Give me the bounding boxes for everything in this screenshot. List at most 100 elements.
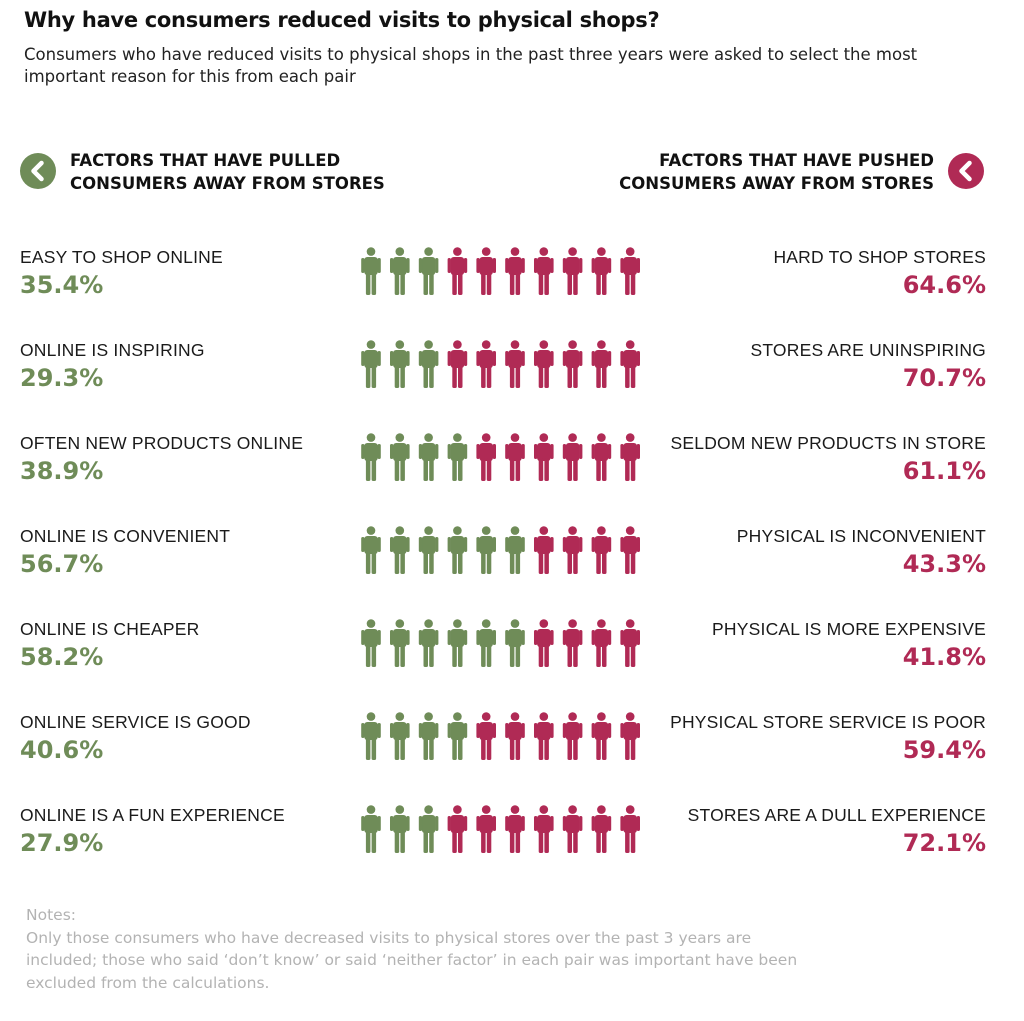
pictogram-row xyxy=(361,805,640,853)
push-factor-value: 64.6% xyxy=(902,271,986,299)
pull-person-icon xyxy=(447,433,468,481)
push-person-icon xyxy=(591,712,612,760)
chart-title: Why have consumers reduced visits to phy… xyxy=(24,8,660,32)
push-factor-label: PHYSICAL IS INCONVENIENT xyxy=(736,526,986,546)
pull-person-icon xyxy=(418,247,439,295)
push-person-icon xyxy=(505,340,525,388)
push-person-icon xyxy=(591,340,612,388)
pull-person-icon xyxy=(361,433,381,481)
pull-person-icon xyxy=(390,805,410,853)
push-person-icon xyxy=(562,340,583,388)
push-factor-label: PHYSICAL IS MORE EXPENSIVE xyxy=(712,619,986,639)
pull-person-icon xyxy=(447,712,468,760)
push-person-icon xyxy=(591,526,612,574)
notes-heading: Notes: xyxy=(26,906,76,924)
factor-row-5: ONLINE IS CHEAPER 58.2% PHYSICAL IS MORE… xyxy=(0,619,1024,689)
push-person-icon xyxy=(591,247,612,295)
pull-factor-label: ONLINE IS INSPIRING xyxy=(20,340,205,360)
pull-person-icon xyxy=(418,619,439,667)
factor-row-3: OFTEN NEW PRODUCTS ONLINE 38.9% SELDOM N… xyxy=(0,433,1024,503)
pull-person-icon xyxy=(418,712,439,760)
push-factors-header: FACTORS THAT HAVE PUSHED CONSUMERS AWAY … xyxy=(619,149,934,195)
pictogram-row xyxy=(361,619,640,667)
push-person-icon xyxy=(620,526,640,574)
push-person-icon xyxy=(505,247,525,295)
push-person-icon xyxy=(447,805,468,853)
push-person-icon xyxy=(620,619,640,667)
pull-person-icon xyxy=(447,526,468,574)
pull-header-line-2: CONSUMERS AWAY FROM STORES xyxy=(70,174,385,193)
pull-person-icon xyxy=(361,619,381,667)
push-person-icon xyxy=(534,619,554,667)
pull-factor-label: ONLINE IS CONVENIENT xyxy=(20,526,231,546)
push-factor-value: 41.8% xyxy=(902,643,986,671)
push-person-icon xyxy=(562,619,583,667)
push-person-icon xyxy=(534,433,554,481)
pull-person-icon xyxy=(418,526,439,574)
chart-subtitle: Consumers who have reduced visits to phy… xyxy=(24,45,918,86)
pull-person-icon xyxy=(447,619,468,667)
push-person-icon xyxy=(534,526,554,574)
push-person-icon xyxy=(591,805,612,853)
pull-factor-value: 40.6% xyxy=(20,736,104,764)
pull-person-icon xyxy=(390,712,410,760)
push-person-icon xyxy=(476,712,496,760)
pull-person-icon xyxy=(505,619,525,667)
pull-factor-label: ONLINE SERVICE IS GOOD xyxy=(20,712,251,732)
pull-person-icon xyxy=(418,340,439,388)
pull-person-icon xyxy=(361,712,381,760)
pictogram-row xyxy=(361,433,640,481)
push-factor-value: 59.4% xyxy=(902,736,986,764)
push-badge xyxy=(948,153,984,189)
push-person-icon xyxy=(620,805,640,853)
push-person-icon xyxy=(620,340,640,388)
push-person-icon xyxy=(620,247,640,295)
pull-person-icon xyxy=(505,526,525,574)
push-person-icon xyxy=(476,247,496,295)
push-person-icon xyxy=(534,247,554,295)
push-person-icon xyxy=(562,805,583,853)
push-badge-circle xyxy=(948,153,984,189)
push-factor-label: SELDOM NEW PRODUCTS IN STORE xyxy=(670,433,986,453)
pull-factors-header: FACTORS THAT HAVE PULLED CONSUMERS AWAY … xyxy=(70,149,385,195)
pull-person-icon xyxy=(390,247,410,295)
factor-row-2: ONLINE IS INSPIRING 29.3% STORES ARE UNI… xyxy=(0,340,1024,410)
pull-header-line-1: FACTORS THAT HAVE PULLED xyxy=(70,151,341,170)
push-person-icon xyxy=(505,805,525,853)
pull-person-icon xyxy=(361,526,381,574)
push-header-line-1: FACTORS THAT HAVE PUSHED xyxy=(659,151,934,170)
factor-row-7: ONLINE IS A FUN EXPERIENCE 27.9% STORES … xyxy=(0,805,1024,875)
push-person-icon xyxy=(534,340,554,388)
push-person-icon xyxy=(562,526,583,574)
push-person-icon xyxy=(476,433,496,481)
pull-person-icon xyxy=(476,526,496,574)
pull-factor-value: 27.9% xyxy=(20,829,104,857)
pull-person-icon xyxy=(390,340,410,388)
push-person-icon xyxy=(447,340,468,388)
push-person-icon xyxy=(505,433,525,481)
push-person-icon xyxy=(534,712,554,760)
pull-factor-label: EASY TO SHOP ONLINE xyxy=(20,247,223,267)
push-factor-label: HARD TO SHOP STORES xyxy=(773,247,986,267)
push-factor-label: STORES ARE UNINSPIRING xyxy=(750,340,986,360)
push-person-icon xyxy=(591,433,612,481)
pull-person-icon xyxy=(390,619,410,667)
pull-person-icon xyxy=(361,340,381,388)
push-person-icon xyxy=(562,712,583,760)
push-factor-label: PHYSICAL STORE SERVICE IS POOR xyxy=(670,712,986,732)
pull-person-icon xyxy=(418,433,439,481)
push-factor-value: 72.1% xyxy=(902,829,986,857)
notes-text: Only those consumers who have decreased … xyxy=(26,928,798,992)
chevron-left-icon xyxy=(31,160,44,182)
pull-person-icon xyxy=(390,433,410,481)
push-person-icon xyxy=(562,433,583,481)
factor-row-4: ONLINE IS CONVENIENT 56.7% PHYSICAL IS I… xyxy=(0,526,1024,596)
push-person-icon xyxy=(534,805,554,853)
pull-person-icon xyxy=(476,619,496,667)
push-person-icon xyxy=(476,805,496,853)
pictogram-row xyxy=(361,712,640,760)
pull-badge-circle xyxy=(20,153,56,189)
pull-person-icon xyxy=(361,805,381,853)
pull-factor-value: 56.7% xyxy=(20,550,104,578)
push-person-icon xyxy=(447,247,468,295)
